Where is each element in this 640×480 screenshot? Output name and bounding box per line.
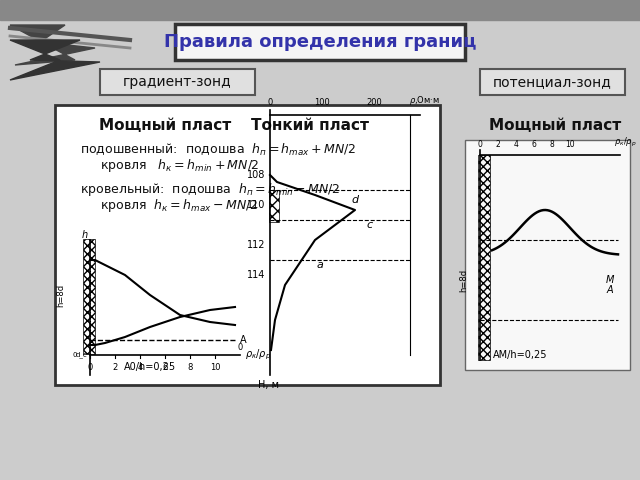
Text: 0: 0 (73, 352, 77, 358)
Text: Правила определения границ: Правила определения границ (164, 33, 476, 51)
Text: a: a (317, 260, 323, 270)
Text: 6: 6 (163, 363, 168, 372)
Bar (0, 0, 640, 20)
Text: 112: 112 (246, 240, 265, 250)
Text: Тонкий пласт: Тонкий пласт (251, 118, 369, 132)
Text: кровельный:  подошва  $h_п = h_{min} - MN/2$: кровельный: подошва $h_п = h_{min} - MN/… (80, 181, 340, 199)
Text: Мощный пласт: Мощный пласт (99, 118, 231, 132)
Text: 6: 6 (532, 140, 536, 149)
Text: 0: 0 (477, 140, 483, 149)
Text: кровля   $h_к = h_{min}+MN/2$: кровля $h_к = h_{min}+MN/2$ (100, 156, 259, 173)
Text: Н, м: Н, м (257, 380, 278, 390)
Polygon shape (10, 25, 95, 65)
Text: d_c: d_c (76, 352, 88, 359)
Text: подошвенный:  подошва  $h_п = h_{max}+MN/2$: подошвенный: подошва $h_п = h_{max}+MN/2… (80, 142, 356, 158)
Text: 10: 10 (210, 363, 220, 372)
Text: d: d (351, 195, 358, 205)
Text: 4: 4 (138, 363, 143, 372)
Text: потенциал-зонд: потенциал-зонд (493, 75, 611, 89)
Text: 0: 0 (238, 343, 243, 351)
Text: 200: 200 (366, 98, 382, 107)
Text: A: A (607, 285, 613, 295)
Text: $\rho_к/\rho_р$: $\rho_к/\rho_р$ (614, 136, 636, 149)
Text: 114: 114 (246, 270, 265, 280)
Text: градиент-зонд: градиент-зонд (123, 75, 232, 89)
Text: 10: 10 (565, 140, 575, 149)
Text: 108: 108 (246, 170, 265, 180)
Bar (465, 140, 630, 370)
Text: AM/h=0,25: AM/h=0,25 (493, 350, 547, 360)
Text: A0/h=0,25: A0/h=0,25 (124, 362, 176, 372)
Bar (269, 190, 279, 222)
Text: 8: 8 (188, 363, 193, 372)
Text: 4: 4 (513, 140, 518, 149)
Bar (83, 239, 95, 354)
Polygon shape (10, 40, 100, 80)
Text: кровля  $h_к = h_{max} - MN/2$: кровля $h_к = h_{max} - MN/2$ (100, 196, 258, 214)
Bar (480, 69, 625, 95)
Bar (478, 155, 490, 360)
Text: 2: 2 (113, 363, 118, 372)
Text: M: M (606, 275, 614, 285)
Text: $\rho$,Ом·м: $\rho$,Ом·м (410, 94, 440, 107)
Text: 0: 0 (268, 98, 273, 107)
Text: Мощный пласт: Мощный пласт (489, 118, 621, 132)
Text: $\rho_к/\rho_р$: $\rho_к/\rho_р$ (245, 348, 271, 362)
Text: 100: 100 (314, 98, 330, 107)
Bar (100, 69, 255, 95)
Text: 2: 2 (495, 140, 500, 149)
Text: A: A (240, 335, 246, 345)
Text: 0: 0 (88, 363, 93, 372)
Text: h=8d: h=8d (56, 283, 65, 307)
Bar (55, 105, 440, 385)
Text: h=8d: h=8d (459, 268, 468, 291)
Text: c: c (367, 220, 373, 230)
Text: h: h (82, 230, 88, 240)
Text: 8: 8 (550, 140, 554, 149)
Bar (175, 24, 465, 60)
Text: 110: 110 (246, 200, 265, 210)
